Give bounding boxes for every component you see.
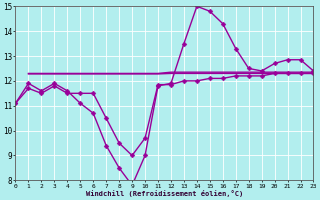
X-axis label: Windchill (Refroidissement éolien,°C): Windchill (Refroidissement éolien,°C)	[86, 190, 243, 197]
